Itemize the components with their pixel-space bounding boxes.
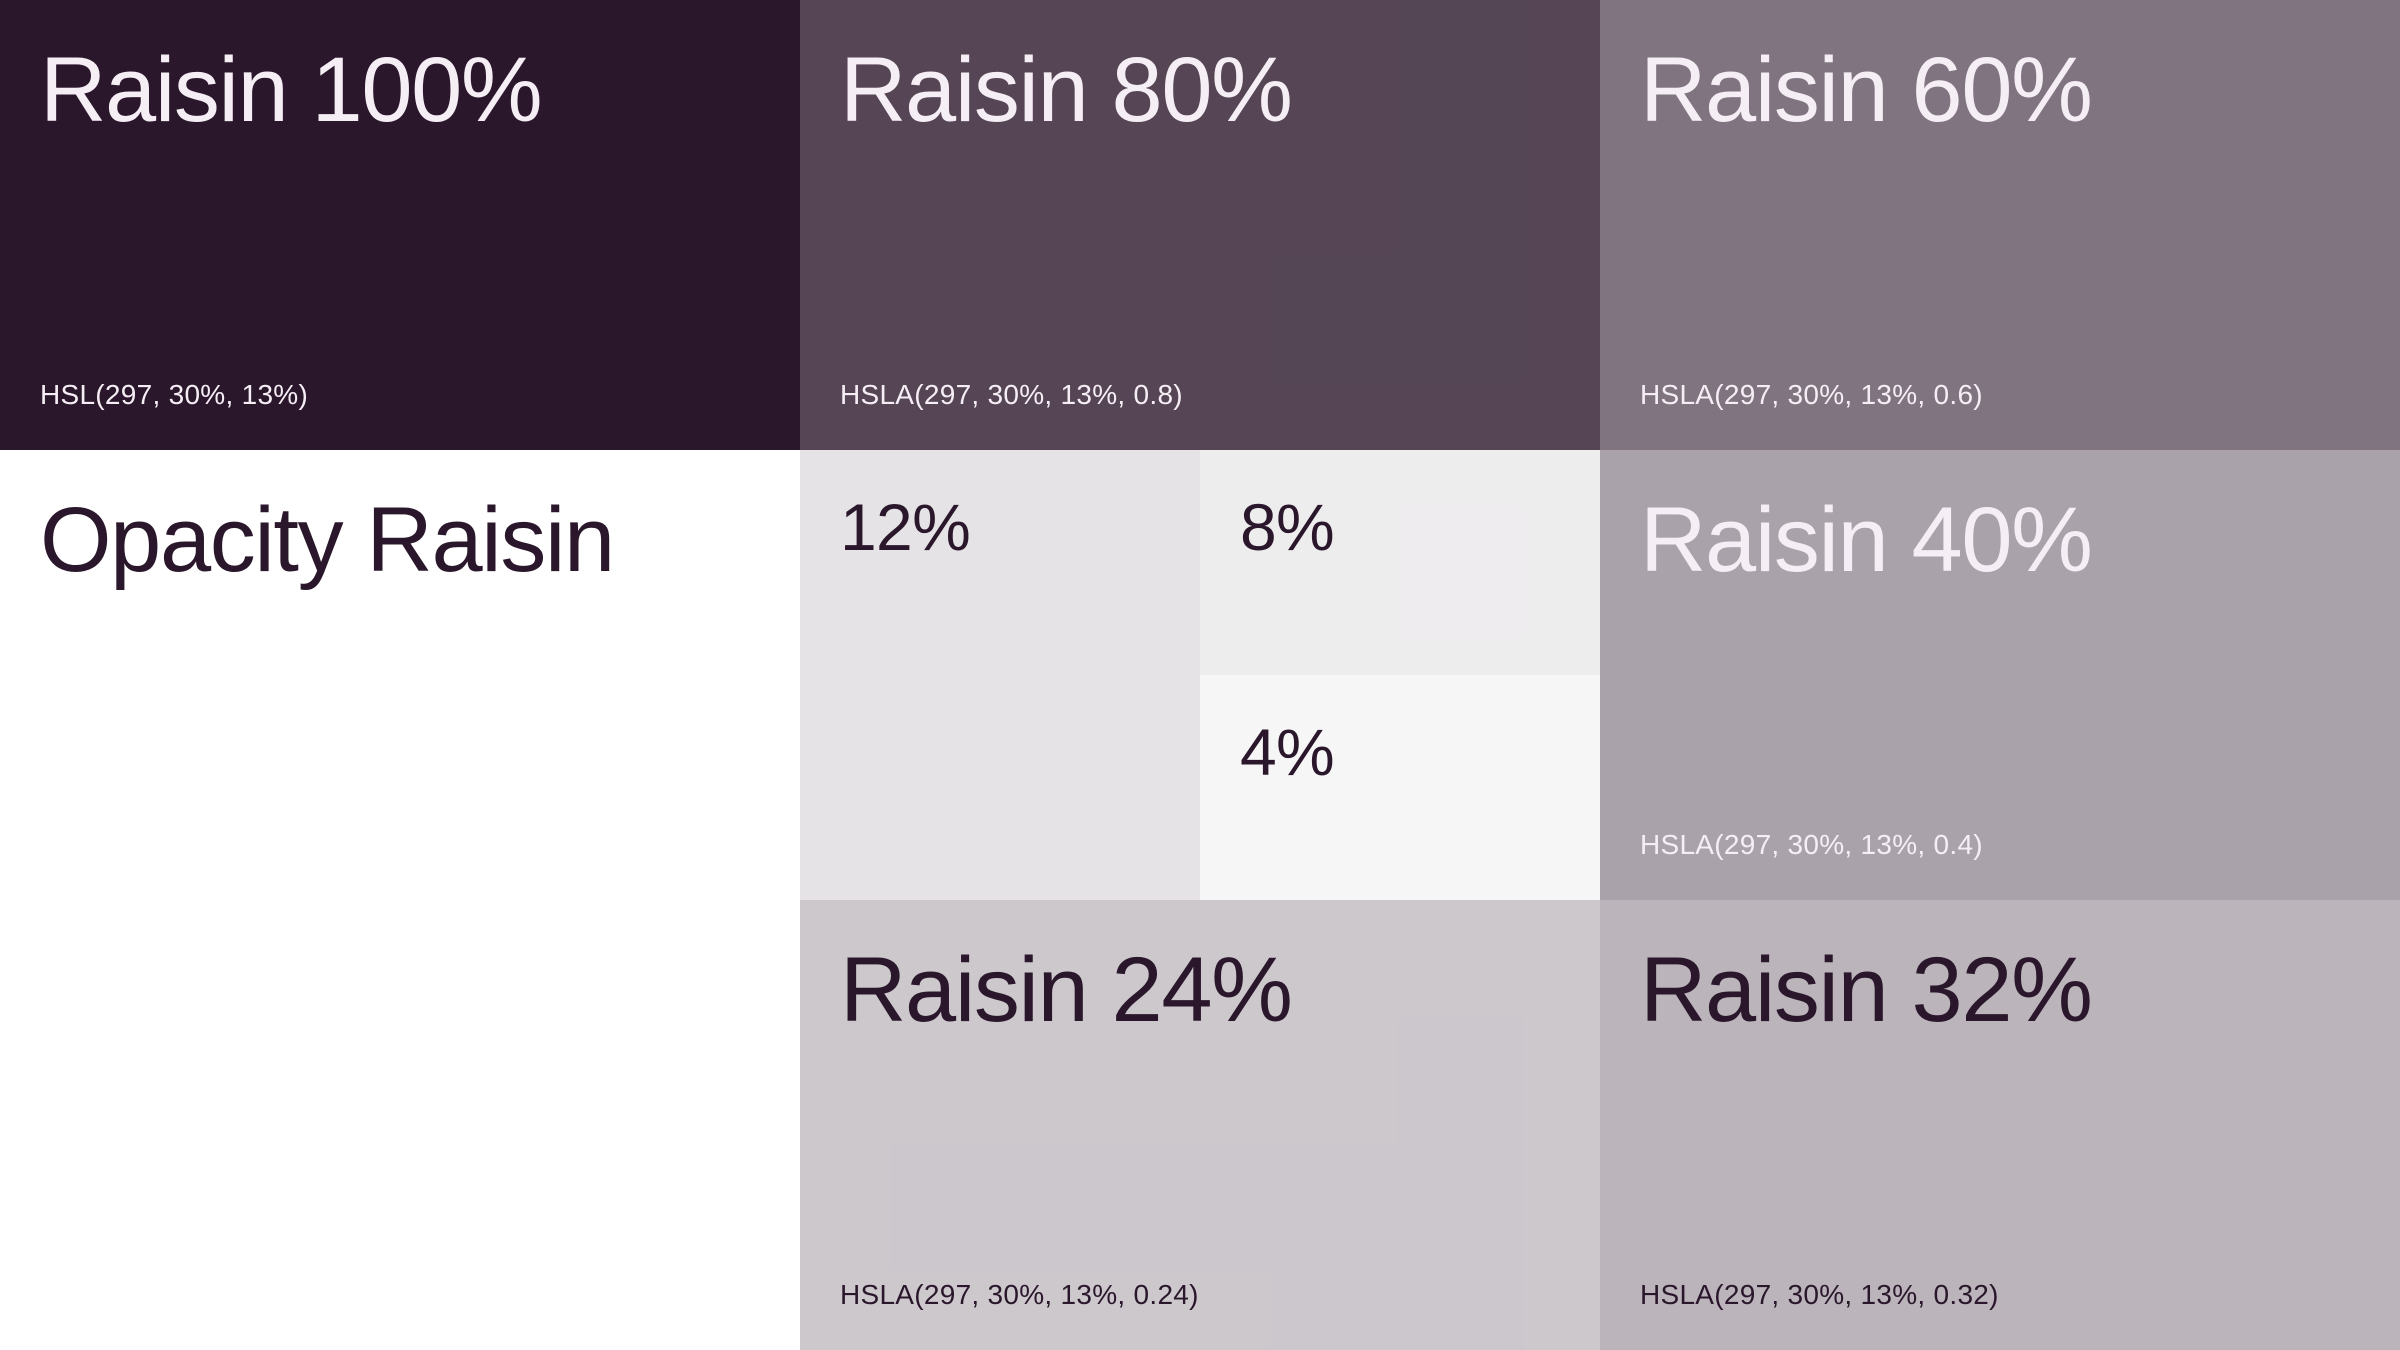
section-header-cell: Opacity Raisin [0,450,800,900]
swatch-raisin-100: Raisin 100% HSL(297, 30%, 13%) [0,0,800,450]
swatch-raisin-40: Raisin 40% HSLA(297, 30%, 13%, 0.4) [1600,450,2400,900]
swatch-caption-raisin-40: HSLA(297, 30%, 13%, 0.4) [1640,829,1983,861]
swatch-label-raisin-12: 12% [840,490,971,564]
swatch-caption-raisin-100: HSL(297, 30%, 13%) [40,379,309,411]
swatch-raisin-8: 8% [1200,450,1600,675]
swatch-caption-raisin-80: HSLA(297, 30%, 13%, 0.8) [840,379,1183,411]
swatch-caption-raisin-24: HSLA(297, 30%, 13%, 0.24) [840,1279,1199,1311]
swatch-subcolumn: 8% 4% [1200,450,1600,900]
swatch-group-low-opacity: 12% 8% 4% [800,450,1600,900]
page-title: Opacity Raisin [40,489,615,591]
swatch-title-raisin-100: Raisin 100% [40,39,543,141]
swatch-label-raisin-8: 8% [1240,490,1335,564]
swatch-caption-raisin-60: HSLA(297, 30%, 13%, 0.6) [1640,379,1983,411]
empty-cell [0,900,800,1350]
swatch-raisin-32: Raisin 32% HSLA(297, 30%, 13%, 0.32) [1600,900,2400,1350]
swatch-raisin-80: Raisin 80% HSLA(297, 30%, 13%, 0.8) [800,0,1600,450]
swatch-caption-raisin-32: HSLA(297, 30%, 13%, 0.32) [1640,1279,1999,1311]
swatch-title-raisin-40: Raisin 40% [1640,489,2093,591]
swatch-title-raisin-80: Raisin 80% [840,39,1293,141]
swatch-raisin-60: Raisin 60% HSLA(297, 30%, 13%, 0.6) [1600,0,2400,450]
swatch-title-raisin-60: Raisin 60% [1640,39,2093,141]
swatch-raisin-4: 4% [1200,675,1600,900]
swatch-raisin-12: 12% [800,450,1200,900]
swatch-raisin-24: Raisin 24% HSLA(297, 30%, 13%, 0.24) [800,900,1600,1350]
swatch-title-raisin-24: Raisin 24% [840,939,1293,1041]
swatch-title-raisin-32: Raisin 32% [1640,939,2093,1041]
swatch-label-raisin-4: 4% [1240,715,1335,789]
